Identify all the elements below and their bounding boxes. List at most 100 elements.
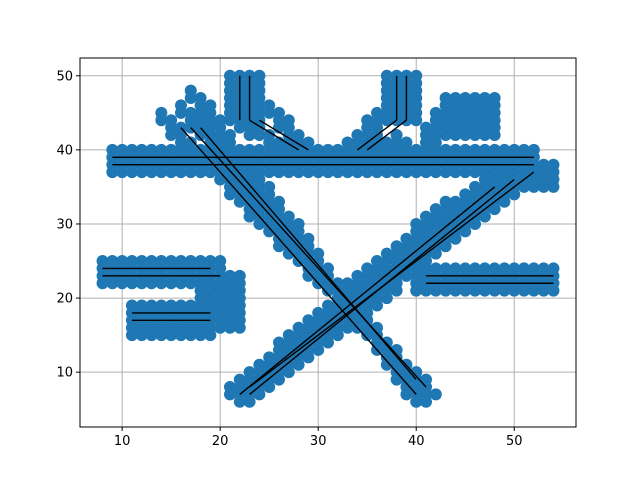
data-point-59 <box>243 143 256 156</box>
data-point-597 <box>282 210 295 223</box>
data-point-179 <box>96 255 109 268</box>
data-point-326 <box>253 69 266 82</box>
data-point-607 <box>400 388 413 401</box>
data-point-374 <box>449 262 462 275</box>
data-point-466 <box>537 158 550 171</box>
data-point-660 <box>390 240 403 253</box>
data-point-810 <box>429 136 442 149</box>
data-point-476 <box>165 129 178 142</box>
data-point-183 <box>106 255 119 268</box>
data-point-716 <box>302 343 315 356</box>
data-point-63 <box>253 143 266 156</box>
data-point-242 <box>145 299 158 312</box>
data-point-394 <box>498 262 511 275</box>
data-point-305 <box>223 69 236 82</box>
data-point-23 <box>155 143 168 156</box>
axes-frame <box>79 57 577 428</box>
ticks: 10 20 30 40 50 10 20 30 40 50 <box>56 69 522 449</box>
data-point-298 <box>233 269 246 282</box>
data-point-139 <box>439 143 452 156</box>
data-point-559 <box>263 210 276 223</box>
data-point-237 <box>135 299 148 312</box>
data-point-698 <box>459 188 472 201</box>
x-tick-label-0: 10 <box>114 434 131 449</box>
data-point-382 <box>469 262 482 275</box>
data-point-402 <box>518 262 531 275</box>
data-point-596 <box>272 203 285 216</box>
data-point-680 <box>223 380 236 393</box>
data-point-783 <box>282 129 295 142</box>
series-line-14 <box>200 127 417 381</box>
data-point-19 <box>145 143 158 156</box>
data-point-639 <box>312 306 325 319</box>
data-point-15 <box>135 143 148 156</box>
data-point-478 <box>174 136 187 149</box>
data-point-804 <box>429 106 442 119</box>
data-point-712 <box>282 358 295 371</box>
data-point-219 <box>194 255 207 268</box>
data-point-767 <box>233 121 246 134</box>
series-line-13 <box>190 127 427 388</box>
data-point-802 <box>341 136 354 149</box>
data-point-648 <box>351 269 364 282</box>
data-point-777 <box>263 106 276 119</box>
data-point-619 <box>253 358 266 371</box>
data-point-454 <box>488 173 501 186</box>
data-point-167 <box>508 143 521 156</box>
data-point-247 <box>155 299 168 312</box>
data-point-227 <box>214 255 227 268</box>
series-line-15 <box>239 186 496 395</box>
data-point-490 <box>243 210 256 223</box>
data-point-147 <box>459 143 472 156</box>
data-point-605 <box>390 373 403 386</box>
data-point-432 <box>459 92 472 105</box>
data-point-788 <box>400 136 413 149</box>
data-point-386 <box>478 262 491 275</box>
data-point-95 <box>331 143 344 156</box>
marker-layer <box>96 69 560 408</box>
y-tick-label-2: 30 <box>56 217 73 232</box>
data-point-171 <box>518 143 531 156</box>
data-point-609 <box>410 395 423 408</box>
data-point-671 <box>420 210 433 223</box>
data-point-191 <box>125 255 138 268</box>
data-point-622 <box>263 351 276 364</box>
series-line-20 <box>356 119 398 151</box>
line-layer <box>102 75 554 395</box>
data-point-645 <box>341 277 354 290</box>
data-point-143 <box>449 143 462 156</box>
data-point-790 <box>380 136 393 149</box>
data-point-473 <box>155 106 168 119</box>
data-point-654 <box>371 255 384 268</box>
data-point-11 <box>125 143 138 156</box>
data-point-809 <box>420 136 433 149</box>
data-point-274 <box>194 284 207 297</box>
y-tick-label-4: 50 <box>56 69 73 84</box>
data-point-410 <box>537 262 550 275</box>
data-point-390 <box>488 262 501 275</box>
data-point-554 <box>243 188 256 201</box>
data-point-500 <box>282 247 295 260</box>
data-point-796 <box>361 114 374 127</box>
data-point-579 <box>184 84 197 97</box>
y-tick-label-3: 40 <box>56 143 73 158</box>
data-point-691 <box>429 225 442 238</box>
data-point-333 <box>380 69 393 82</box>
data-point-506 <box>302 269 315 282</box>
data-point-556 <box>253 195 266 208</box>
data-point-87 <box>312 143 325 156</box>
data-point-27 <box>165 143 178 156</box>
data-point-601 <box>312 247 325 260</box>
data-point-211 <box>174 255 187 268</box>
x-tick-label-2: 30 <box>310 434 327 449</box>
data-point-187 <box>116 255 129 268</box>
data-point-456 <box>498 173 511 186</box>
data-point-657 <box>380 247 393 260</box>
series-line-17 <box>249 171 535 388</box>
data-point-282 <box>214 284 227 297</box>
data-point-354 <box>410 69 423 82</box>
data-point-793 <box>371 106 384 119</box>
data-point-600 <box>302 232 315 245</box>
data-point-370 <box>439 262 452 275</box>
data-point-151 <box>469 143 482 156</box>
